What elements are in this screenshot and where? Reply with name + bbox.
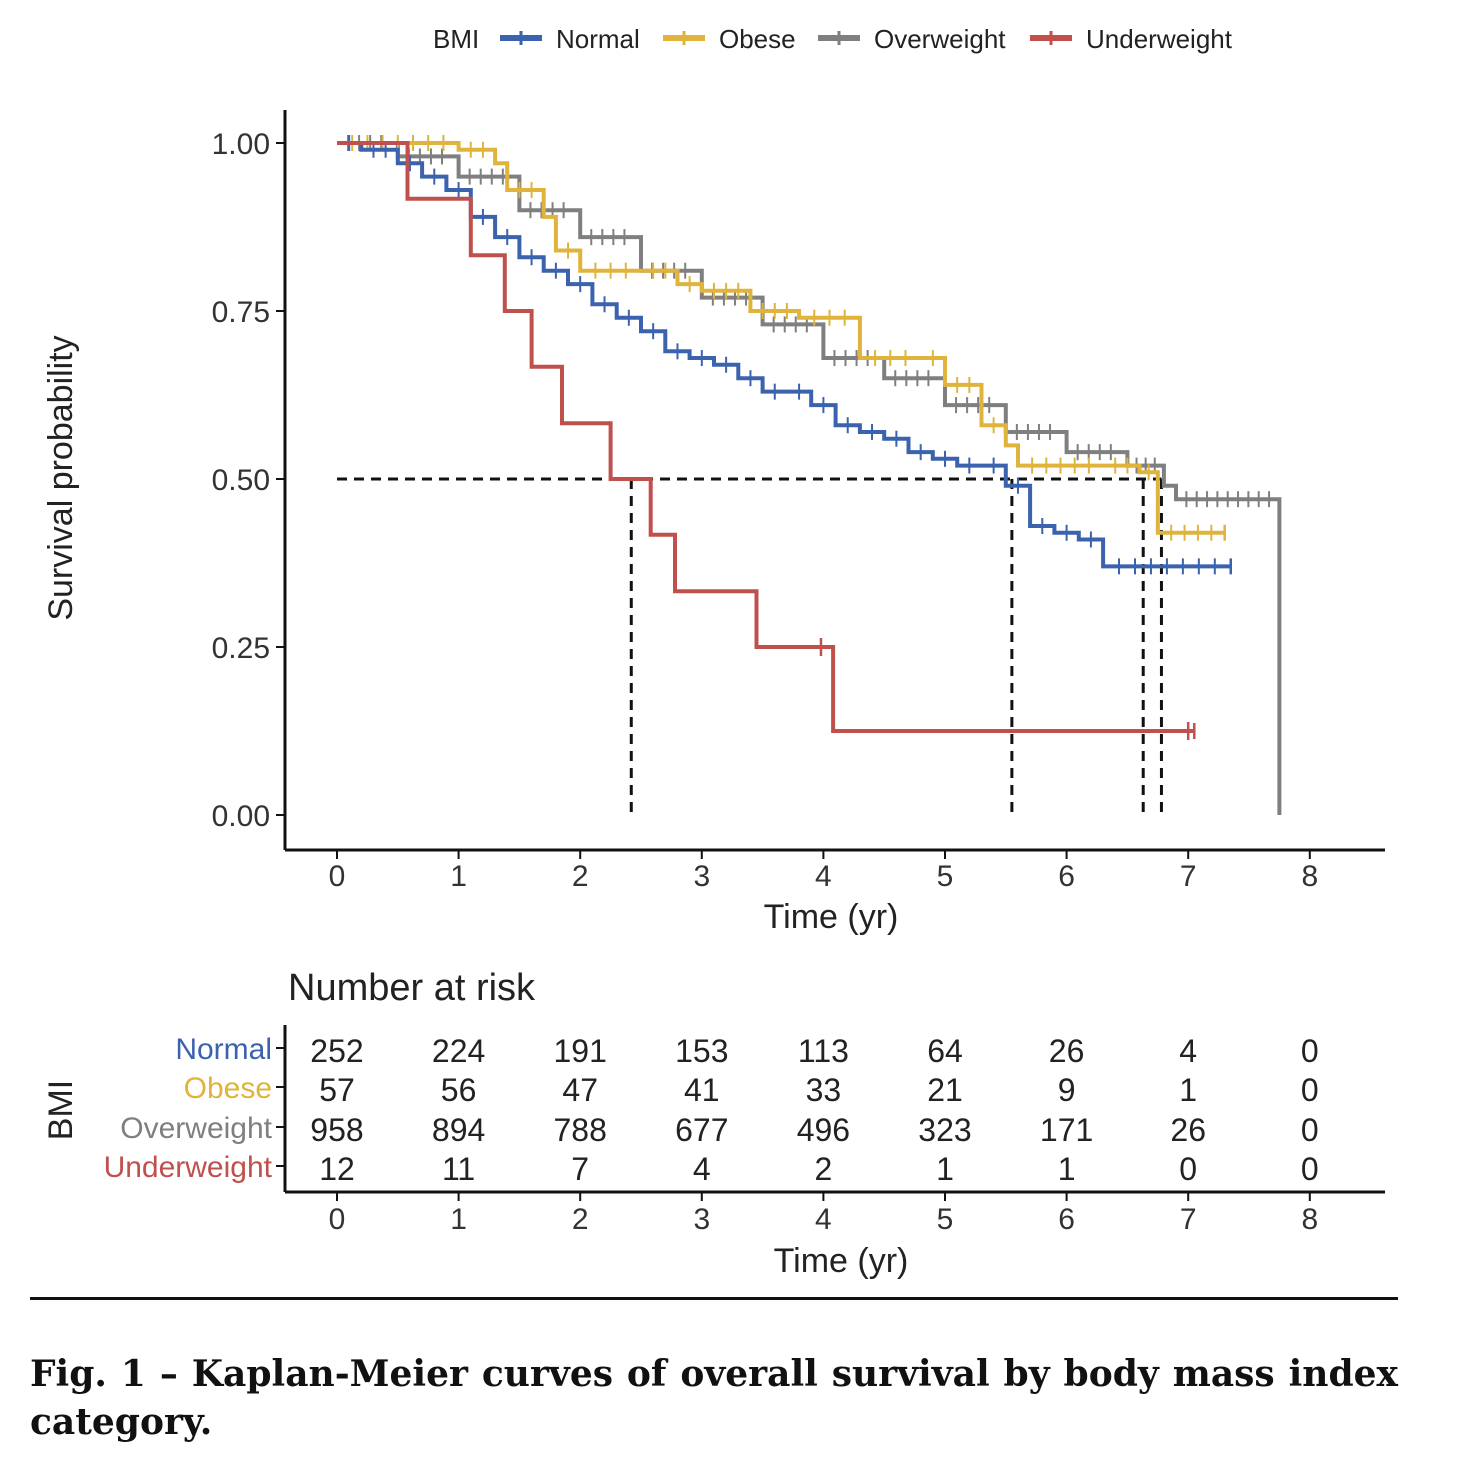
risk-cell: 57 xyxy=(319,1072,355,1108)
risk-cell: 0 xyxy=(1301,1112,1319,1148)
risk-table-title: Number at risk xyxy=(288,967,536,1009)
risk-cell: 252 xyxy=(310,1033,363,1069)
x-tick-label: 5 xyxy=(937,860,954,893)
risk-cell: 0 xyxy=(1301,1151,1319,1187)
censor-marks-overweight xyxy=(347,135,1271,508)
risk-x-tick-label: 1 xyxy=(450,1203,467,1236)
risk-x-axis-label: Time (yr) xyxy=(774,1242,909,1280)
risk-cell: 11 xyxy=(442,1151,475,1187)
legend-label-normal: Normal xyxy=(556,24,640,54)
y-tick-label: 0.25 xyxy=(212,632,270,665)
risk-cell: 64 xyxy=(927,1033,963,1069)
risk-cell: 26 xyxy=(1049,1033,1085,1069)
y-tick-label: 0.75 xyxy=(212,296,270,329)
legend-label-obese: Obese xyxy=(719,24,796,54)
y-tick-label: 0.50 xyxy=(212,464,270,497)
legend-label-overweight: Overweight xyxy=(874,24,1006,54)
risk-cell: 33 xyxy=(806,1072,842,1108)
caption-rule xyxy=(30,1297,1398,1300)
risk-row-label-underweight: Underweight xyxy=(104,1151,273,1184)
risk-cell: 958 xyxy=(310,1112,363,1148)
y-tick-label: 0.00 xyxy=(212,800,270,833)
risk-row-label-overweight: Overweight xyxy=(120,1112,272,1145)
risk-cell: 224 xyxy=(432,1033,485,1069)
risk-cell: 0 xyxy=(1179,1151,1197,1187)
risk-row-label-obese: Obese xyxy=(184,1072,272,1105)
risk-cell: 1 xyxy=(936,1151,954,1187)
risk-x-tick-label: 6 xyxy=(1058,1203,1075,1236)
figure-caption: Fig. 1 – Kaplan-Meier curves of overall … xyxy=(30,1353,1398,1443)
risk-x-tick-label: 7 xyxy=(1180,1203,1197,1236)
y-tick-label: 1.00 xyxy=(212,128,270,161)
risk-cell: 4 xyxy=(1179,1033,1197,1069)
risk-cell: 0 xyxy=(1301,1072,1319,1108)
x-tick-label: 6 xyxy=(1058,860,1075,893)
y-axis-label: Survival probability xyxy=(42,335,80,620)
x-axis-label: Time (yr) xyxy=(764,898,899,936)
x-tick-label: 2 xyxy=(572,860,589,893)
x-tick-label: 1 xyxy=(450,860,467,893)
survival-plot: 0.00 0.25 0.50 0.75 1.00 0 1 2 3 4 5 6 7 8 Survival … xyxy=(42,110,1385,936)
risk-cell: 1 xyxy=(1058,1151,1076,1187)
risk-cell: 56 xyxy=(441,1072,477,1108)
risk-cell: 7 xyxy=(571,1151,589,1187)
risk-cell: 12 xyxy=(319,1151,355,1187)
risk-y-axis-label: BMI xyxy=(42,1080,80,1140)
risk-cell: 21 xyxy=(927,1072,963,1108)
risk-cell: 41 xyxy=(684,1072,720,1108)
censor-marks-obese xyxy=(351,135,1226,541)
survival-curves xyxy=(337,135,1282,815)
legend-title: BMI xyxy=(433,24,479,54)
risk-cell: 894 xyxy=(432,1112,485,1148)
risk-x-ticks: 0 1 2 3 4 5 6 7 8 xyxy=(329,1192,1318,1236)
risk-table: Number at risk Normal 252 224 191 153 113 64 26… xyxy=(42,967,1385,1280)
risk-cell: 677 xyxy=(675,1112,728,1148)
risk-cell: 496 xyxy=(797,1112,850,1148)
risk-cell: 4 xyxy=(693,1151,711,1187)
risk-cell: 113 xyxy=(798,1033,849,1069)
risk-cell: 2 xyxy=(815,1151,833,1187)
legend-label-underweight: Underweight xyxy=(1086,24,1233,54)
legend: BMI Normal Obese Overweight Underweight xyxy=(433,24,1233,54)
risk-x-tick-label: 8 xyxy=(1301,1203,1318,1236)
x-tick-label: 7 xyxy=(1180,860,1197,893)
risk-x-tick-label: 2 xyxy=(572,1203,589,1236)
risk-cell: 171 xyxy=(1040,1112,1093,1148)
risk-x-tick-label: 0 xyxy=(329,1203,346,1236)
risk-cell: 47 xyxy=(562,1072,598,1108)
risk-x-tick-label: 3 xyxy=(693,1203,710,1236)
risk-cell: 0 xyxy=(1301,1033,1319,1069)
risk-cell: 26 xyxy=(1170,1112,1206,1148)
risk-cell: 191 xyxy=(554,1033,607,1069)
y-ticks: 0.00 0.25 0.50 0.75 1.00 xyxy=(212,128,285,833)
risk-x-tick-label: 4 xyxy=(815,1203,832,1236)
x-ticks: 0 1 2 3 4 5 6 7 8 xyxy=(329,850,1318,893)
x-tick-label: 8 xyxy=(1301,860,1318,893)
x-tick-label: 4 xyxy=(815,860,832,893)
censor-marks-normal xyxy=(348,135,1233,575)
risk-cell: 788 xyxy=(554,1112,607,1148)
risk-cell: 153 xyxy=(675,1033,728,1069)
risk-cell: 323 xyxy=(918,1112,971,1148)
risk-cell: 9 xyxy=(1058,1072,1076,1108)
x-tick-label: 0 xyxy=(329,860,346,893)
median-lines xyxy=(337,477,1163,815)
curve-underweight xyxy=(337,141,1195,733)
risk-x-tick-label: 5 xyxy=(937,1203,954,1236)
risk-row-label-normal: Normal xyxy=(175,1033,272,1066)
risk-cell: 1 xyxy=(1179,1072,1197,1108)
x-tick-label: 3 xyxy=(693,860,710,893)
